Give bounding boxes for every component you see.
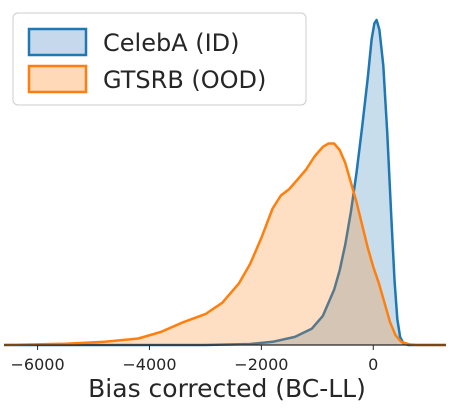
plot-area	[3, 18, 446, 347]
x-axis-ticks: −6000 −4000 −2000 0	[11, 345, 378, 374]
x-tick-label: 0	[368, 355, 378, 374]
x-axis-title: Bias corrected (BC-LL)	[88, 374, 366, 403]
x-tick-label: −6000	[11, 355, 65, 374]
legend-label-celeba: CelebA (ID)	[103, 29, 240, 57]
legend-swatch-celeba	[27, 27, 88, 57]
legend-swatch-gtsrb	[27, 64, 88, 94]
density-line-0	[4, 18, 446, 347]
legend: CelebA (ID) GTSRB (OOD)	[12, 12, 307, 106]
density-area-0	[4, 20, 446, 345]
x-tick-label: −4000	[122, 355, 176, 374]
density-area-1	[4, 143, 446, 345]
density-line-1	[3, 142, 446, 347]
legend-label-gtsrb: GTSRB (OOD)	[103, 66, 266, 94]
x-tick-label: −2000	[234, 355, 288, 374]
